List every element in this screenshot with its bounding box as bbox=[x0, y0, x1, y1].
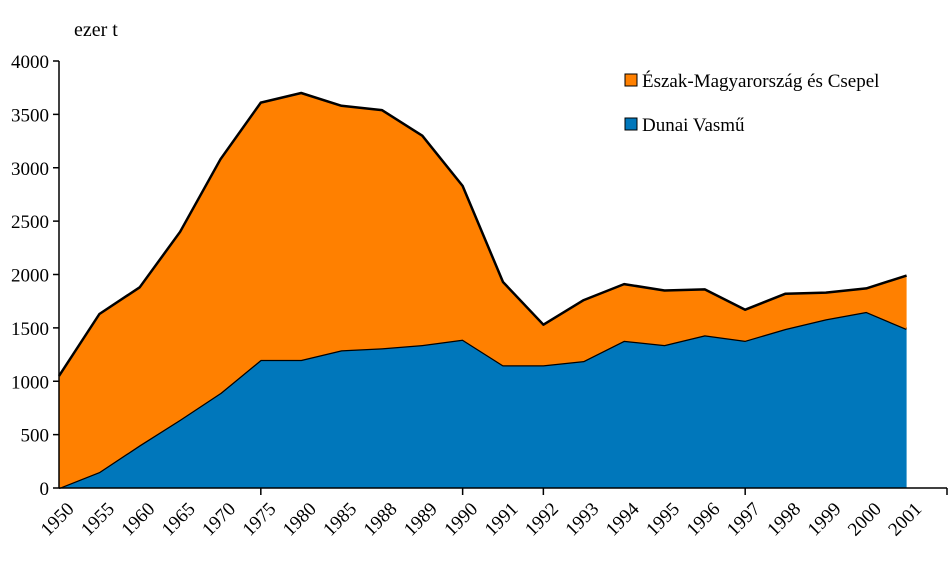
x-tick-label: 1960 bbox=[118, 499, 160, 541]
y-tick-label: 2000 bbox=[11, 266, 49, 287]
x-tick-label: 1965 bbox=[158, 499, 200, 541]
y-tick-label: 4000 bbox=[11, 52, 49, 73]
x-tick-label: 1995 bbox=[642, 499, 684, 541]
y-tick-label: 2500 bbox=[11, 212, 49, 233]
legend-label: Észak-Magyarország és Csepel bbox=[642, 70, 879, 92]
x-tick-label: 1990 bbox=[440, 499, 482, 541]
area-series-1 bbox=[59, 93, 907, 488]
x-tick-label: 1955 bbox=[77, 499, 119, 541]
x-tick-label: 1970 bbox=[198, 499, 240, 541]
x-tick-label: 2001 bbox=[884, 499, 926, 541]
legend-label: Dunai Vasmű bbox=[642, 115, 745, 136]
x-tick-label: 2000 bbox=[844, 499, 886, 541]
legend-swatch bbox=[624, 117, 638, 131]
x-tick-label: 1992 bbox=[521, 499, 563, 541]
y-tick-label: 3500 bbox=[11, 105, 49, 126]
x-tick-label: 1991 bbox=[481, 499, 523, 541]
x-tick-label: 1988 bbox=[360, 499, 402, 541]
plot-areas bbox=[57, 91, 908, 490]
x-tick-label: 1997 bbox=[723, 499, 765, 541]
y-tick-label: 0 bbox=[40, 479, 50, 500]
unit-label: ezer t bbox=[74, 19, 118, 41]
x-tick-label: 1993 bbox=[562, 499, 604, 541]
area-top-line-1 bbox=[57, 91, 907, 377]
legend: Észak-Magyarország és Csepel Dunai Vasmű bbox=[624, 70, 879, 136]
x-tick-label: 1999 bbox=[804, 499, 846, 541]
x-tick-label: 1998 bbox=[763, 499, 805, 541]
x-tick-label: 1985 bbox=[319, 499, 361, 541]
area-series-0 bbox=[59, 311, 907, 488]
x-axis-ticks: 1950195519601965197019751980198519881989… bbox=[37, 488, 948, 541]
y-axis-ticks: 0 500 1000 1500 2000 2500 3000 3500 4000 bbox=[11, 52, 59, 500]
x-tick-label: 1989 bbox=[400, 499, 442, 541]
x-tick-label: 1980 bbox=[279, 499, 321, 541]
x-tick-label: 1996 bbox=[683, 499, 725, 541]
x-tick-label: 1994 bbox=[602, 498, 644, 540]
x-tick-label: 1950 bbox=[37, 499, 79, 541]
x-tick-label: 1975 bbox=[239, 499, 281, 541]
y-tick-label: 3000 bbox=[11, 159, 49, 180]
y-tick-label: 1000 bbox=[11, 372, 49, 393]
y-tick-label: 500 bbox=[21, 426, 50, 447]
y-tick-label: 1500 bbox=[11, 319, 49, 340]
legend-swatch bbox=[624, 73, 638, 87]
